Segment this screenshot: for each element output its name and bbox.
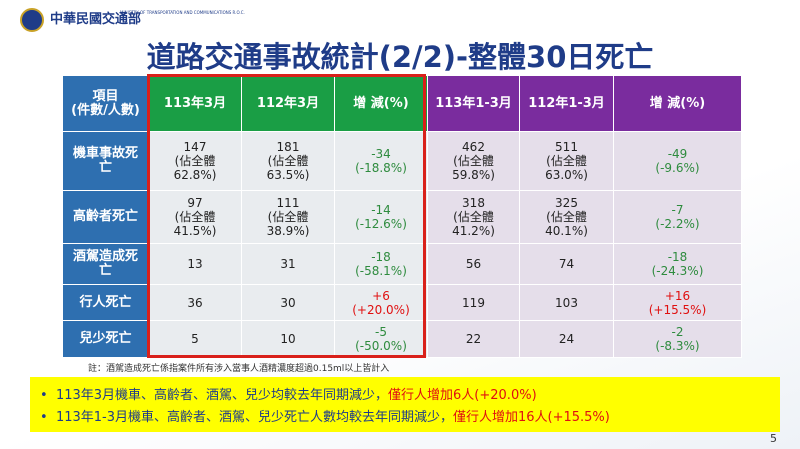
table-row: 機車事故死 亡 147 (佔全體 62.8%) 181 (佔全體 63.5%) -34… [62, 131, 742, 191]
header-cell: 113年1-3月 [427, 75, 520, 132]
bullet-highlight: 僅行人增加16人(+15.5%) [452, 410, 610, 425]
table-cell: 5 [148, 320, 242, 358]
page-number: 5 [770, 432, 777, 445]
org-english: MINISTRY OF TRANSPORTATION AND COMMUNICA… [120, 10, 245, 15]
org-name: 中華民國交通部 [50, 12, 142, 27]
table-row: 高齡者死亡 97 (佔全體 41.5%) 111 (佔全體 38.9%) -14 (-… [62, 190, 742, 244]
table-cell: 10 [241, 320, 335, 358]
note: 註：酒駕造成死亡係指案件所有涉入當事人酒精濃度超過0.15ml以上皆計入 [88, 364, 390, 374]
table-cell: 31 [241, 243, 335, 285]
table-cell: -7 (-2.2%) [613, 190, 742, 244]
table-cell: 97 (佔全體 41.5%) [148, 190, 242, 244]
header-cell: 項目 (件數/人數) [62, 75, 149, 132]
table-cell: -5 (-50.0%) [334, 320, 428, 358]
table-row: 項目 (件數/人數) 113年3月 112年3月增 減(%) 113年1-3月 112年… [62, 75, 742, 132]
row-label: 高齡者死亡 [62, 190, 149, 244]
table-row: 酒駕造成死 亡 13 31 -18 (-58.1%) 56 74 -18 (-24.3%) [62, 243, 742, 285]
table-cell: 13 [148, 243, 242, 285]
row-label: 兒少死亡 [62, 320, 149, 358]
row-label: 機車事故死 亡 [62, 131, 149, 191]
row-label: 酒駕造成死 亡 [62, 243, 149, 285]
logo [20, 8, 44, 32]
table-cell: -49 (-9.6%) [613, 131, 742, 191]
table-cell: 511 (佔全體 63.0%) [519, 131, 614, 191]
table-cell: 111 (佔全體 38.9%) [241, 190, 335, 244]
table-row: 兒少死亡 5 10 -5 (-50.0%) 22 24 -2 (-8.3%) [62, 320, 742, 358]
table-cell: 318 (佔全體 41.2%) [427, 190, 520, 244]
table-cell: 30 [241, 284, 335, 321]
bullet: • 113年1-3月機車、高齡者、酒駕、兒少死亡人數均較去年同期減少，僅行人增加… [40, 410, 610, 425]
summary-box [30, 377, 780, 432]
table-cell: 119 [427, 284, 520, 321]
bullet: • 113年3月機車、高齡者、酒駕、兒少均較去年同期減少，僅行人增加6人(+20… [40, 388, 537, 403]
header-cell: 112年1-3月 [519, 75, 614, 132]
bullet-text: 113年3月機車、高齡者、酒駕、兒少均較去年同期減少， [55, 388, 389, 403]
table-cell: 462 (佔全體 59.8%) [427, 131, 520, 191]
table-cell: 103 [519, 284, 614, 321]
table-row: 行人死亡 36 30 +6 (+20.0%) 119 103 +16 (+15.5%) [62, 284, 742, 321]
header-cell: 增 減(%) [613, 75, 742, 132]
table-cell: 74 [519, 243, 614, 285]
table-cell: 24 [519, 320, 614, 358]
highlight-frame [147, 74, 426, 358]
header-cell: 增 減(%) [334, 75, 428, 132]
table-cell: +16 (+15.5%) [613, 284, 742, 321]
table-cell: -14 (-12.6%) [334, 190, 428, 244]
table-cell: -2 (-8.3%) [613, 320, 742, 358]
table-cell: -18 (-58.1%) [334, 243, 428, 285]
stats-table: 項目 (件數/人數) 113年3月 112年3月增 減(%) 113年1-3月 112年… [62, 75, 742, 358]
bullet-text: 113年1-3月機車、高齡者、酒駕、兒少死亡人數均較去年同期減少， [55, 410, 453, 425]
table-cell: 56 [427, 243, 520, 285]
table-cell: 181 (佔全體 63.5%) [241, 131, 335, 191]
table-cell: 22 [427, 320, 520, 358]
table-cell: -34 (-18.8%) [334, 131, 428, 191]
header-cell: 113年3月 [148, 75, 242, 132]
table-cell: +6 (+20.0%) [334, 284, 428, 321]
row-label: 行人死亡 [62, 284, 149, 321]
title: 道路交通事故統計(2/2)-整體30日死亡 [146, 40, 654, 74]
bullet-highlight: 僅行人增加6人(+20.0%) [388, 388, 537, 403]
table-cell: 325 (佔全體 40.1%) [519, 190, 614, 244]
table-cell: -18 (-24.3%) [613, 243, 742, 285]
